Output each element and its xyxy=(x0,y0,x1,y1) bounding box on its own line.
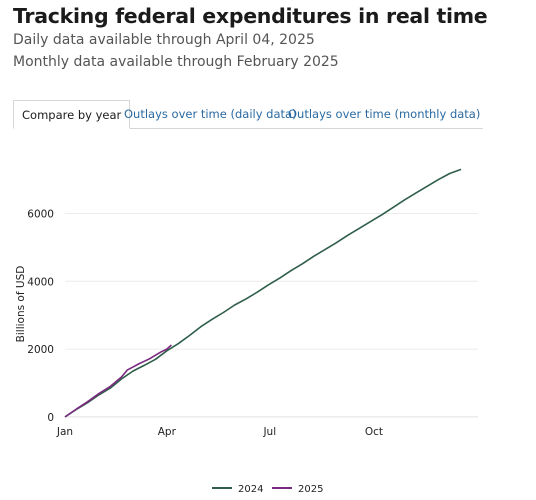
series-line-2024 xyxy=(64,168,462,418)
x-tick-label: Jul xyxy=(262,426,276,438)
page-title: Tracking federal expenditures in real ti… xyxy=(13,4,488,28)
tab-compare-by-year[interactable]: Compare by year xyxy=(13,100,131,129)
expenditures-chart: 0 2000 4000 6000 Jan Apr Jul Oct Billions of U… xyxy=(15,168,478,495)
subtitle-daily: Daily data available through April 04, 2… xyxy=(13,32,315,48)
x-tick-label: Jan xyxy=(56,426,73,438)
legend-item-2024[interactable]: 2024 xyxy=(212,484,263,495)
y-tick-labels: 0 2000 4000 6000 xyxy=(27,208,54,423)
y-tick-label: 4000 xyxy=(27,276,54,288)
y-axis-title: Billions of USD xyxy=(15,266,27,343)
y-tick-label: 6000 xyxy=(27,208,54,220)
legend: 2024 2025 xyxy=(212,484,323,495)
grid-layer xyxy=(65,212,478,418)
legend-label: 2025 xyxy=(298,484,323,495)
tab-bar: Compare by year Outlays over time (daily… xyxy=(13,100,483,129)
x-tick-labels: Jan Apr Jul Oct xyxy=(56,426,383,438)
tab-outlays-daily[interactable]: Outlays over time (daily data) xyxy=(124,107,297,121)
y-tick-label: 2000 xyxy=(27,344,54,356)
tab-outlays-monthly[interactable]: Outlays over time (monthly data) xyxy=(288,107,481,121)
x-tick-label: Apr xyxy=(158,426,177,438)
series-line-2025 xyxy=(64,344,172,418)
x-tick-label: Oct xyxy=(365,426,383,438)
legend-item-2025[interactable]: 2025 xyxy=(272,484,323,495)
legend-label: 2024 xyxy=(238,484,263,495)
series-layer xyxy=(64,168,462,418)
y-tick-label: 0 xyxy=(47,412,54,424)
subtitle-monthly: Monthly data available through February … xyxy=(13,54,339,70)
